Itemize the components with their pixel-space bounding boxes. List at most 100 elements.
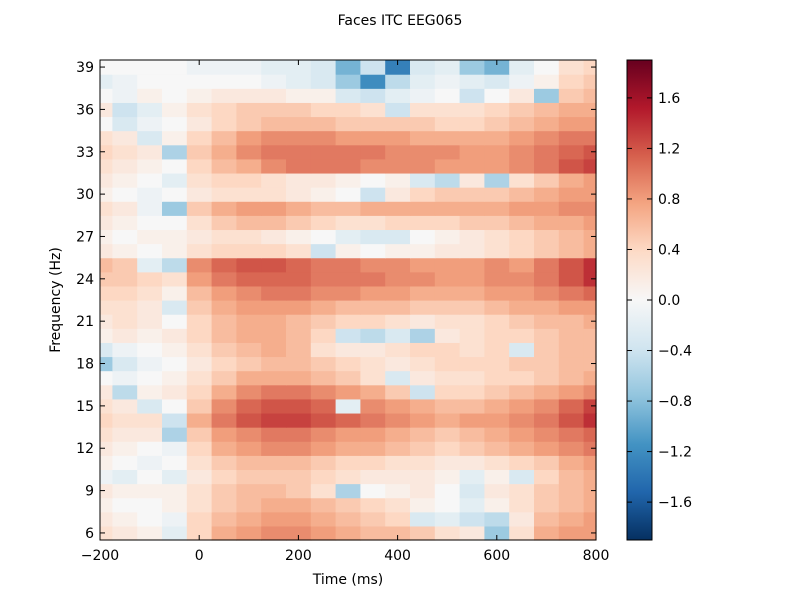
- heatmap-cell: [459, 469, 485, 485]
- heatmap-cell: [100, 342, 113, 358]
- heatmap-cell: [385, 412, 411, 428]
- heatmap-cell: [186, 511, 213, 527]
- heatmap-cell: [137, 370, 163, 386]
- heatmap-cell: [583, 215, 597, 231]
- heatmap-cell: [112, 455, 138, 471]
- heatmap-cell: [360, 285, 386, 301]
- heatmap-cell: [410, 328, 436, 343]
- heatmap-cell: [583, 412, 597, 428]
- heatmap-cell: [137, 497, 163, 513]
- heatmap-cell: [410, 469, 436, 485]
- heatmap-cell: [583, 172, 597, 188]
- heatmap-cell: [583, 511, 597, 527]
- x-axis-label: Time (ms): [312, 572, 384, 588]
- heatmap-cell: [286, 158, 312, 174]
- heatmap-cell: [558, 229, 585, 245]
- heatmap-cell: [310, 229, 337, 245]
- heatmap-cell: [310, 469, 337, 485]
- heatmap-cell: [100, 116, 113, 132]
- heatmap-cell: [534, 300, 560, 315]
- heatmap-cell: [534, 74, 560, 89]
- heatmap-cell: [286, 455, 312, 471]
- heatmap-cell: [286, 511, 312, 527]
- heatmap-cell: [186, 74, 213, 89]
- heatmap-cell: [335, 172, 361, 188]
- heatmap-cell: [286, 384, 312, 400]
- heatmap-cell: [434, 116, 461, 132]
- heatmap-cell: [236, 215, 262, 231]
- heatmap-cell: [360, 172, 386, 188]
- heatmap-cell: [385, 187, 411, 202]
- heatmap-cell: [534, 384, 560, 400]
- heatmap-cell: [534, 398, 560, 414]
- heatmap-cell: [484, 511, 510, 527]
- heatmap-cell: [100, 455, 113, 471]
- heatmap-cell: [484, 116, 510, 132]
- heatmap-cell: [310, 412, 337, 428]
- heatmap-cell: [360, 370, 386, 386]
- heatmap-cell: [459, 356, 485, 372]
- heatmap-cell: [286, 116, 312, 132]
- heatmap-cell: [583, 398, 597, 414]
- heatmap-cell: [558, 300, 585, 315]
- heatmap-cell: [310, 130, 337, 146]
- heatmap-cell: [459, 243, 485, 259]
- heatmap-cell: [558, 158, 585, 174]
- heatmap-cell: [310, 356, 337, 372]
- heatmap-cell: [186, 271, 213, 287]
- heatmap-cell: [509, 412, 535, 428]
- heatmap-cell: [509, 328, 535, 343]
- heatmap-cell: [360, 427, 386, 442]
- heatmap-cell: [459, 215, 485, 231]
- heatmap-cell: [434, 60, 461, 75]
- heatmap-cell: [211, 130, 237, 146]
- heatmap-cell: [385, 201, 411, 216]
- heatmap-cell: [310, 116, 337, 132]
- heatmap-cell: [410, 427, 436, 442]
- heatmap-cell: [558, 483, 585, 499]
- heatmap-cell: [286, 257, 312, 273]
- heatmap-cell: [583, 455, 597, 471]
- heatmap-cell: [583, 74, 597, 89]
- heatmap-cell: [534, 511, 560, 527]
- heatmap-cell: [509, 469, 535, 485]
- heatmap-cell: [137, 215, 163, 231]
- heatmap-cell: [558, 88, 585, 103]
- heatmap-cell: [100, 483, 113, 499]
- heatmap-cell: [459, 172, 485, 188]
- heatmap-cell: [459, 398, 485, 414]
- heatmap-cell: [162, 370, 188, 386]
- heatmap-cell: [261, 60, 287, 75]
- heatmap-cell: [112, 144, 138, 160]
- heatmap-cell: [534, 342, 560, 358]
- heatmap-cell: [162, 427, 188, 442]
- heatmap-cell: [310, 370, 337, 386]
- heatmap-cell: [583, 497, 597, 513]
- y-tick-label: 21: [76, 314, 94, 330]
- heatmap-cell: [261, 229, 287, 245]
- heatmap-cell: [360, 511, 386, 527]
- heatmap-cell: [534, 483, 560, 499]
- heatmap-cell: [261, 455, 287, 471]
- heatmap-cell: [137, 328, 163, 343]
- heatmap-cell: [112, 427, 138, 442]
- heatmap-cell: [360, 88, 386, 103]
- heatmap-cell: [410, 116, 436, 132]
- heatmap-cell: [211, 300, 237, 315]
- heatmap-cell: [100, 243, 113, 259]
- heatmap-cell: [385, 511, 411, 527]
- heatmap-cell: [410, 525, 436, 541]
- heatmap-cell: [410, 398, 436, 414]
- heatmap-cell: [509, 427, 535, 442]
- heatmap-cell: [385, 102, 411, 118]
- heatmap-cell: [385, 215, 411, 231]
- heatmap-cell: [261, 102, 287, 118]
- heatmap-cell: [186, 187, 213, 202]
- heatmap-cell: [162, 243, 188, 259]
- heatmap-cell: [112, 497, 138, 513]
- heatmap-cell: [484, 300, 510, 315]
- heatmap-cell: [211, 285, 237, 301]
- heatmap-cell: [558, 215, 585, 231]
- heatmap-cell: [360, 102, 386, 118]
- heatmap-cell: [558, 243, 585, 259]
